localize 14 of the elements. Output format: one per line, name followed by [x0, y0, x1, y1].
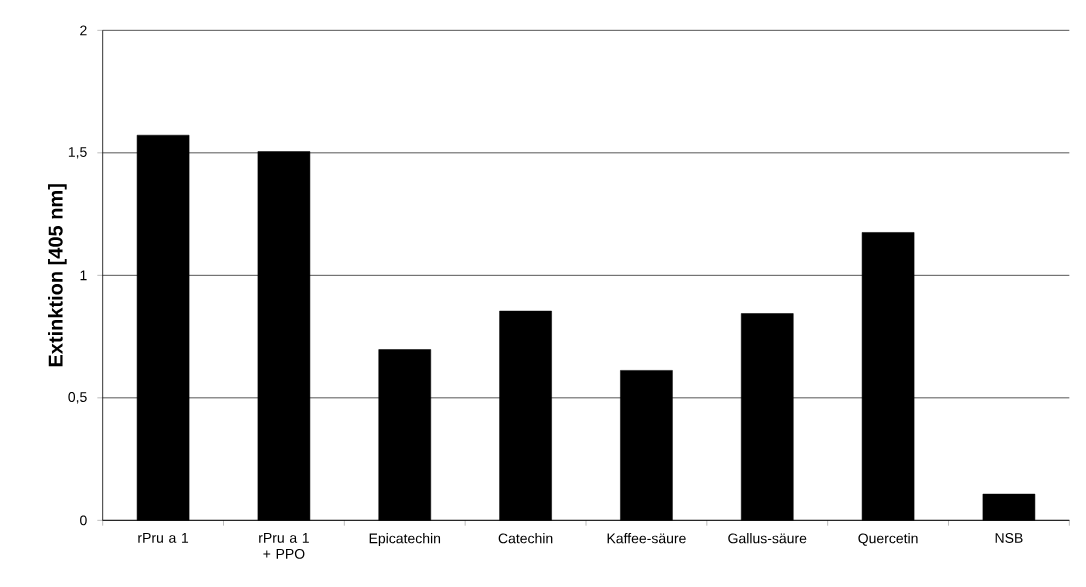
x-tick-label: Gallus-säure	[728, 533, 807, 544]
x-tick-label: Epicatechin	[369, 533, 441, 547]
y-tick-label: 0,5	[68, 392, 87, 404]
x-tick-label: Quercetin	[858, 533, 918, 546]
y-tick-label: 1,5	[68, 147, 87, 159]
x-tick-label: Kaffee-säure	[607, 533, 686, 544]
x-tick-label: rPru a 1 + PPO	[259, 533, 309, 559]
y-tick-label: 2	[80, 25, 87, 36]
y-tick-label: 0	[80, 515, 87, 526]
x-tick-label: rPru a 1	[138, 533, 189, 543]
y-tick-label: 1	[80, 270, 87, 281]
x-tick-label: NSB	[995, 533, 1023, 543]
x-tick-label: Catechin	[498, 533, 553, 544]
y-axis-title: Extinktion [405 nm]	[48, 184, 67, 367]
